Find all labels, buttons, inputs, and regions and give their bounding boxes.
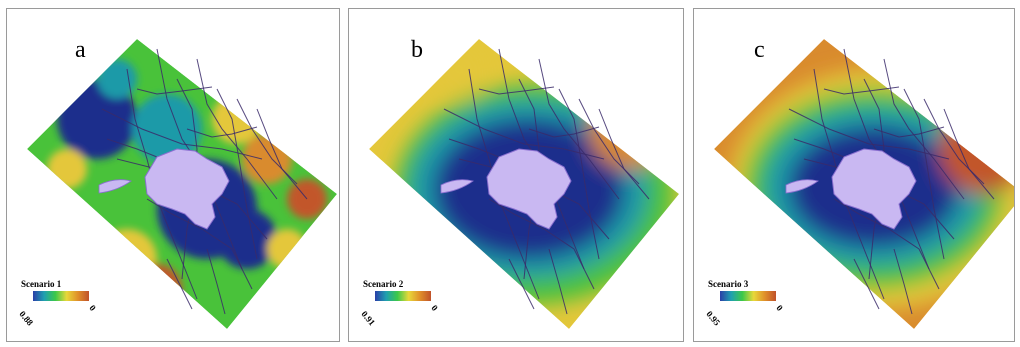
road-line xyxy=(256,108,308,200)
road-line xyxy=(196,58,278,200)
road-line xyxy=(893,248,913,315)
road-line xyxy=(943,108,995,200)
road-line xyxy=(478,86,555,95)
road-line xyxy=(823,86,900,95)
legend-b: Scenario 2 0.91 0 xyxy=(359,279,473,339)
small-lake xyxy=(440,179,474,194)
legend-max-value: 0 xyxy=(87,303,98,313)
road-line xyxy=(136,86,213,95)
legend-max-value: 0 xyxy=(429,303,440,313)
map-panel-a: a Scenario 1 0.88 0 xyxy=(6,8,340,342)
panel-label-a: a xyxy=(75,37,86,63)
small-lake xyxy=(785,179,819,194)
road-line xyxy=(448,138,505,160)
road-line xyxy=(216,88,258,260)
road-line xyxy=(883,58,965,200)
road-line xyxy=(528,126,600,138)
small-lake xyxy=(98,179,132,194)
legend-title: Scenario 2 xyxy=(363,279,404,289)
map-graphic-b xyxy=(369,39,679,329)
road-line xyxy=(538,58,620,200)
legend-color-ramp xyxy=(33,291,89,301)
lake xyxy=(486,148,572,230)
road-line xyxy=(166,258,193,310)
road-line xyxy=(186,126,258,138)
road-line xyxy=(903,88,945,260)
legend-c: Scenario 3 0.95 0 xyxy=(704,279,818,339)
road-line xyxy=(106,138,163,160)
map-panel-c: c Scenario 3 0.95 0 xyxy=(693,8,1015,342)
road-line xyxy=(833,198,940,290)
road-line xyxy=(206,248,226,315)
map-graphic-a xyxy=(27,39,337,329)
road-line xyxy=(873,126,945,138)
road-line xyxy=(793,138,850,160)
lake xyxy=(831,148,917,230)
legend-title: Scenario 3 xyxy=(708,279,749,289)
legend-ramp-fill xyxy=(33,291,89,301)
legend-color-ramp xyxy=(720,291,776,301)
panel-label-b: b xyxy=(411,37,423,63)
legend-ramp-fill xyxy=(720,291,776,301)
panel-label-c: c xyxy=(754,37,765,63)
map-graphic-c xyxy=(714,39,1014,329)
road-line xyxy=(788,108,950,160)
road-line xyxy=(488,198,595,290)
road-line xyxy=(101,108,263,160)
road-line xyxy=(508,258,535,310)
legend-title: Scenario 1 xyxy=(21,279,62,289)
road-line xyxy=(146,198,253,290)
road-line xyxy=(853,258,880,310)
legend-color-ramp xyxy=(375,291,431,301)
lake xyxy=(144,148,230,230)
legend-ramp-fill xyxy=(375,291,431,301)
road-line xyxy=(548,248,568,315)
legend-max-value: 0 xyxy=(774,303,785,313)
legend-a: Scenario 1 0.88 0 xyxy=(17,279,131,339)
road-line xyxy=(443,108,605,160)
road-line xyxy=(558,88,600,260)
map-panel-b: b Scenario 2 0.91 0 xyxy=(348,8,684,342)
road-line xyxy=(598,108,650,200)
